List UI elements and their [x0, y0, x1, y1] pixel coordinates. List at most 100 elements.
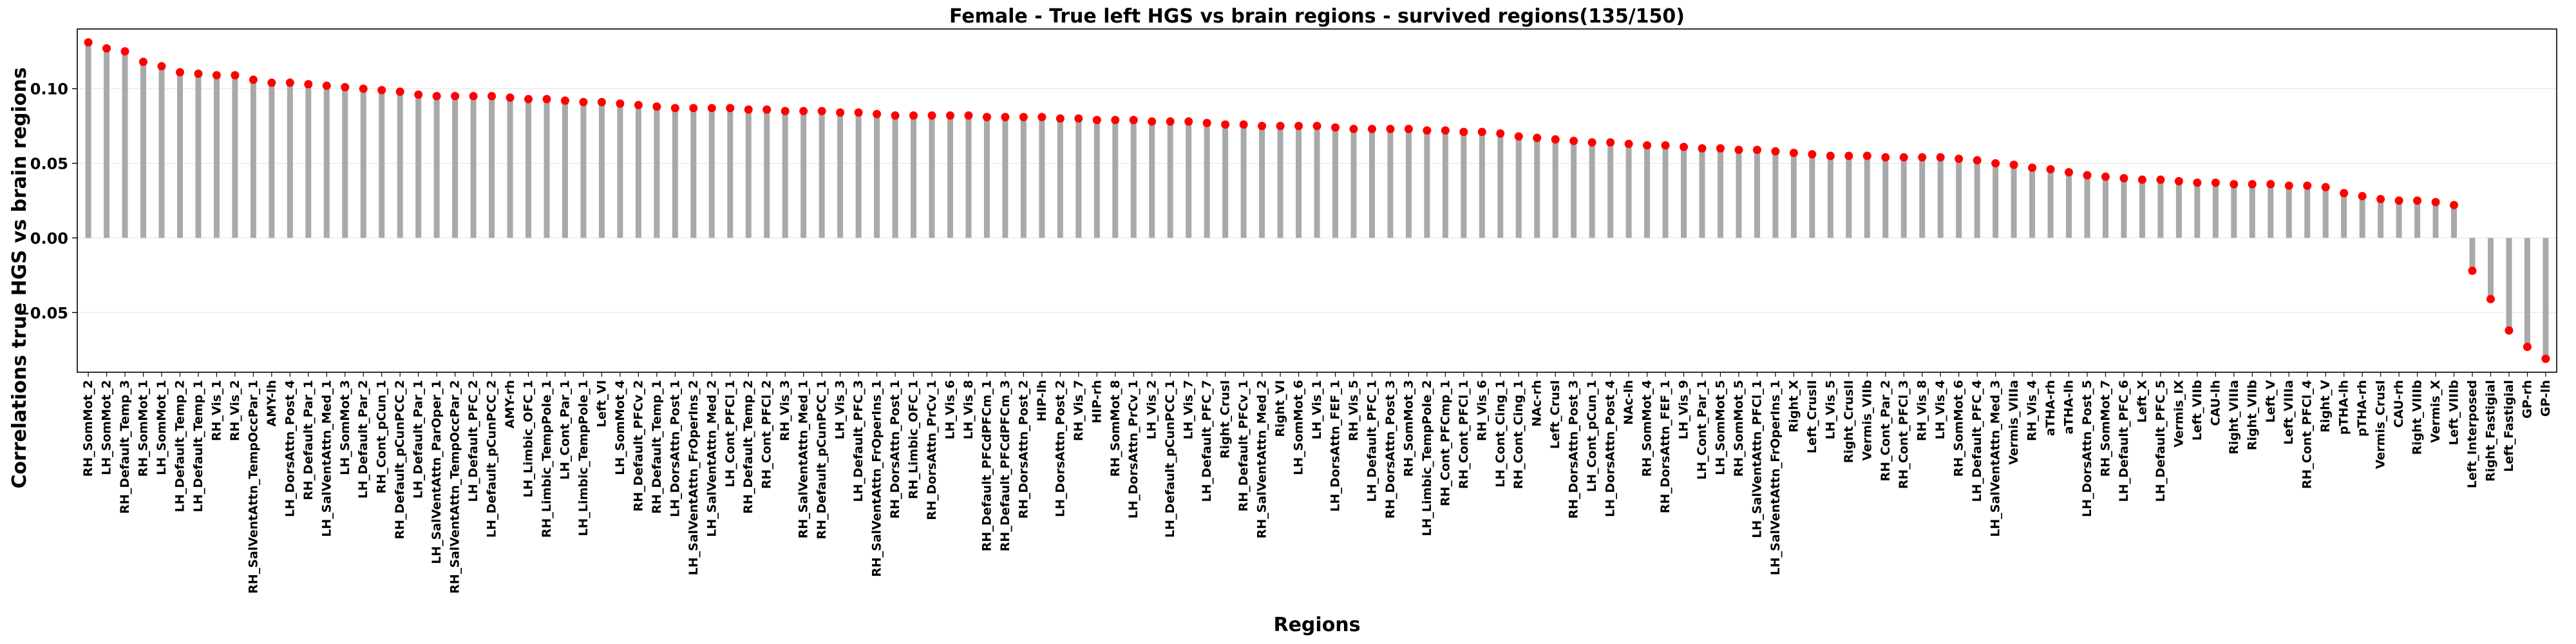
data-point — [689, 104, 698, 113]
data-point — [1367, 124, 1376, 133]
x-tick-label: Left_CrusII — [1805, 380, 1819, 453]
x-tick-label: RH_DorsAttn_Post_3 — [1383, 380, 1397, 519]
data-point — [726, 104, 735, 113]
x-tick-label: RH_SomMot_4 — [1640, 380, 1654, 477]
x-tick-label: Vermis_CrusI — [2374, 380, 2388, 469]
lollipop-markers — [84, 38, 2550, 363]
x-tick-label: GP-lh — [2539, 380, 2553, 417]
x-tick-label: LH_Limbic_OFC_1 — [522, 380, 536, 498]
data-point — [2284, 181, 2293, 190]
x-tick-label: Right_CrusII — [1842, 380, 1856, 463]
data-point — [927, 111, 936, 120]
data-point — [762, 105, 772, 114]
x-tick-label: LH_Vis_4 — [1933, 380, 1947, 439]
x-tick-label: RH_Default_PFCdPFCm_1 — [980, 380, 994, 551]
x-tick-label: LH_Vis_1 — [1310, 380, 1324, 439]
data-point — [1514, 132, 1523, 141]
x-tick-label: LH_Vis_5 — [1823, 380, 1837, 439]
x-tick-label: LH_Vis_9 — [1677, 380, 1691, 439]
x-tick-label: AMY-rh — [503, 380, 517, 428]
data-point — [1587, 138, 1596, 147]
data-point — [579, 98, 588, 107]
data-point — [909, 111, 918, 120]
x-tick-label: LH_SalVentAttn_PFCl_1 — [1750, 380, 1764, 538]
x-tick-label: RH_Vis_1 — [209, 380, 223, 441]
data-point — [102, 44, 111, 53]
data-point — [285, 78, 294, 87]
data-point — [891, 111, 900, 120]
x-tick-label: LH_DorsAttn_Post_1 — [668, 380, 682, 517]
data-point — [2413, 196, 2422, 205]
data-point — [1698, 144, 1707, 153]
x-tick-label: LH_Vis_2 — [1145, 380, 1159, 439]
x-tick-label: RH_Default_PFCv_2 — [631, 380, 645, 511]
data-point — [2486, 294, 2495, 303]
x-tick-label: LH_Default_PFC_4 — [1970, 380, 1984, 502]
data-point — [2028, 164, 2037, 173]
data-point — [616, 99, 625, 108]
data-point — [451, 91, 460, 100]
x-tick-label: LH_DorsAttn_Post_4 — [1604, 380, 1618, 517]
data-point — [1899, 153, 1908, 162]
x-tick-label: LH_SomMot_4 — [613, 380, 627, 475]
x-tick-label: LH_DorsAttn_Post_4 — [283, 380, 297, 517]
data-point — [560, 96, 569, 105]
x-tick-label: LH_Cont_Cing_1 — [1493, 380, 1508, 488]
data-point — [432, 91, 441, 100]
x-tick-label: LH_Vis_7 — [1182, 380, 1196, 439]
x-tick-label: RH_Vis_4 — [2025, 380, 2040, 441]
data-point — [1166, 117, 1175, 126]
x-tick-label: Left_V — [2264, 380, 2278, 423]
data-point — [2505, 326, 2514, 335]
x-tick-label: RH_Cont_Cing_1 — [1511, 380, 1526, 489]
data-point — [1312, 122, 1321, 131]
lollipop-stems — [85, 42, 2549, 359]
data-point — [1239, 120, 1248, 129]
y-tick-label: 0.05 — [30, 155, 68, 173]
x-tick-label: RH_Vis_8 — [1915, 380, 1929, 441]
x-tick-label: RH_SomMot_1 — [137, 380, 151, 477]
data-point — [231, 71, 240, 80]
data-point — [1074, 114, 1083, 123]
y-tick-label: −0.05 — [17, 304, 68, 322]
data-point — [194, 70, 203, 79]
x-tick-label: RH_Vis_2 — [228, 380, 242, 441]
x-tick-label: NAc-lh — [1622, 380, 1636, 425]
x-tick-label: aTHA-rh — [2043, 380, 2058, 436]
x-tick-label: CAU-rh — [2392, 380, 2406, 428]
x-tick-label: Vermis_VIIIa — [2007, 380, 2021, 465]
data-point — [707, 104, 716, 113]
data-point — [1680, 142, 1689, 151]
x-axis-label: Regions — [1273, 614, 1360, 636]
x-tick-label: RH_DorsAttn_FEF_1 — [1658, 380, 1672, 513]
x-tick-label: LH_SalVentAttn_Med_2 — [705, 380, 719, 537]
x-tick-label: RH_DorsAttn_Post_3 — [1567, 380, 1581, 519]
x-tick-label: LH_SalVentAttn_FrOperIns_1 — [1768, 380, 1783, 575]
x-tick-label: RH_Cont_Par_2 — [1879, 380, 1893, 481]
x-tick-label: RH_Default_PFCdPFCm_3 — [998, 380, 1012, 551]
x-tick-label: NAc-rh — [1530, 380, 1544, 427]
data-point — [359, 84, 368, 93]
data-point — [2101, 172, 2110, 181]
data-point — [634, 100, 643, 109]
x-tick-label: RH_Cont_PFCl_3 — [1897, 380, 1911, 489]
x-axis: RH_SomMot_2 LH_SomMot_2 RH_Default_Temp_3 R… — [81, 372, 2553, 594]
x-tick-label: LH_Default_pCunPCC_2 — [485, 380, 499, 538]
x-tick-label: LH_Default_PFC_7 — [1200, 380, 1214, 502]
x-tick-label: HIP-rh — [1090, 380, 1104, 423]
x-tick-label: Right_CrusI — [1218, 380, 1233, 459]
data-point — [1624, 139, 1633, 148]
x-tick-label: LH_SalVentAttn_FrOperIns_2 — [687, 380, 701, 575]
data-point — [2358, 192, 2367, 201]
x-tick-label: HIP-lh — [1035, 380, 1049, 422]
x-tick-label: RH_Default_Temp_1 — [650, 380, 664, 514]
data-point — [597, 98, 606, 107]
data-point — [84, 38, 93, 47]
x-tick-label: LH_Default_PFC_2 — [466, 380, 480, 502]
data-point — [1533, 133, 1542, 142]
data-point — [1477, 128, 1486, 137]
data-point — [2541, 354, 2550, 363]
data-point — [1129, 115, 1138, 124]
x-tick-label: LH_SomMot_1 — [155, 380, 169, 475]
x-tick-label: RH_Vis_7 — [1072, 380, 1086, 441]
